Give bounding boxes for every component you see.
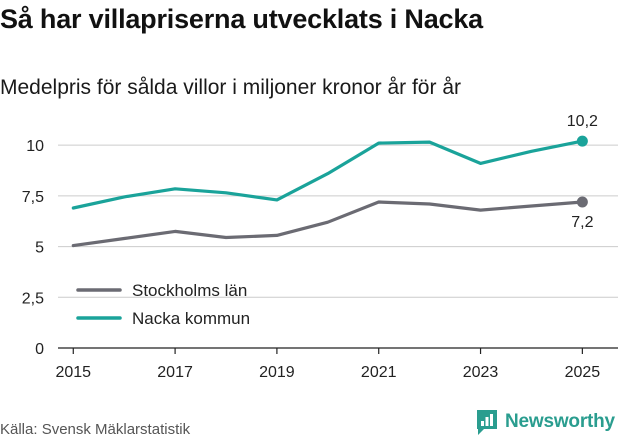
y-tick-label: 2,5: [22, 290, 44, 307]
x-tick-label: 2021: [361, 364, 397, 381]
legend-label-nacka: Nacka kommun: [132, 309, 250, 328]
series-line-stockholm: [71, 200, 585, 248]
x-tick-label: 2017: [157, 364, 193, 381]
chart-subtitle: Medelpris för sålda villor i miljoner kr…: [0, 76, 461, 99]
end-point-nacka: [576, 135, 588, 147]
end-label-stockholm: 7,2: [571, 214, 593, 231]
end-label-nacka: 10,2: [567, 113, 598, 130]
brand: Newsworthy: [475, 408, 615, 436]
legend-label-stockholm: Stockholms län: [132, 281, 247, 300]
x-tick-label: 2023: [463, 364, 499, 381]
brand-name: Newsworthy: [505, 411, 615, 432]
x-tick-label: 2015: [55, 364, 91, 381]
newsworthy-logo-icon: [477, 410, 497, 435]
y-tick-label: 0: [35, 341, 44, 358]
x-tick-label: 2019: [259, 364, 295, 381]
x-tick-label: 2025: [565, 364, 601, 381]
line-chart: 0 2,5 5 7,5 10 2015 2017 2019 2021 2023 2025 7,2 10…: [22, 113, 618, 381]
y-tick-label: 10: [26, 138, 44, 155]
end-point-stockholm: [576, 196, 588, 208]
y-tick-label: 5: [35, 240, 44, 257]
y-tick-label: 7,5: [22, 189, 44, 206]
chart-title: Så har villapriserna utvecklats i Nacka: [0, 4, 483, 34]
series-line-nacka: [71, 139, 585, 210]
source-note: Källa: Svensk Mäklarstatistik: [0, 421, 191, 438]
